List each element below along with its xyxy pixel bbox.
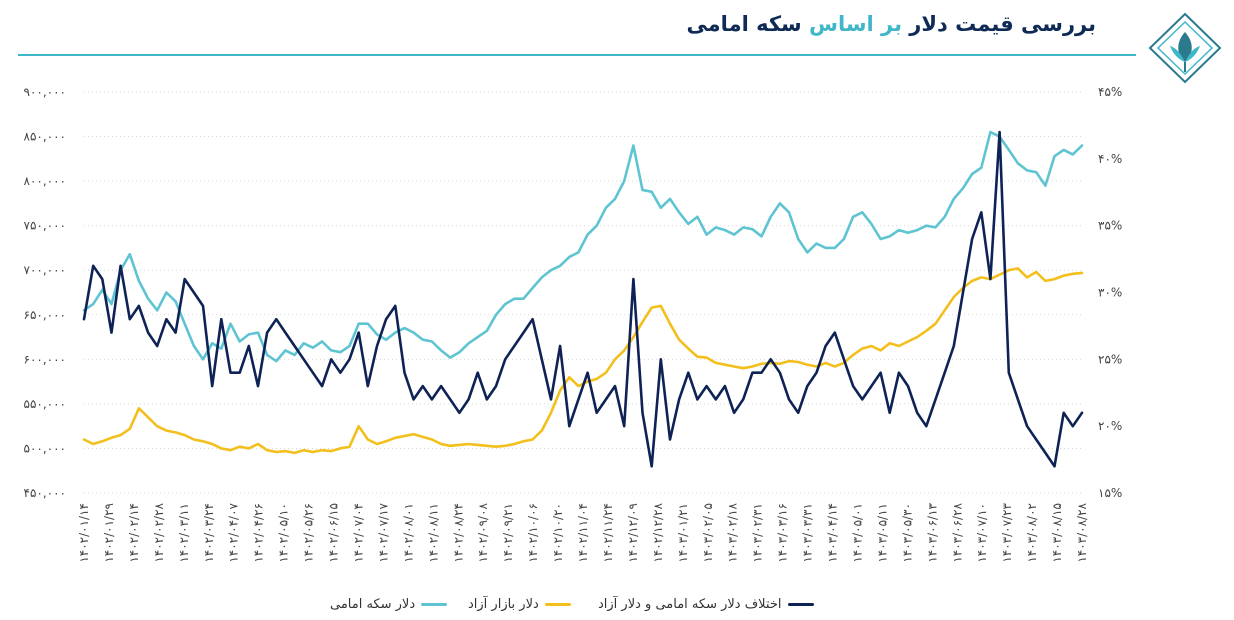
left-axis-tick-label: ۸۰۰,۰۰۰ — [24, 174, 67, 188]
x-axis-tick-label: ۱۴۰۲/۰۹/۰۸ — [476, 502, 490, 562]
x-axis-tick-label: ۱۴۰۳/۰۴/۱۴ — [826, 503, 840, 563]
x-axis-tick-label: ۱۴۰۲/۰۳/۱۱ — [177, 503, 191, 563]
legend-swatch-coin-dollar — [421, 602, 448, 606]
left-axis-tick-label: ۴۵۰,۰۰۰ — [24, 486, 67, 500]
left-axis-ticks: ۴۵۰,۰۰۰ ۵۰۰,۰۰۰ ۵۵۰,۰۰۰ ۶۰۰,۰۰۰ ۶۵۰,۰۰۰ ۷۰۰,۰… — [24, 85, 67, 500]
left-axis-tick-label: ۵۵۰,۰۰۰ — [24, 397, 67, 411]
x-axis-tick-label: ۱۴۰۳/۰۲/۱۸ — [726, 502, 740, 562]
x-axis-tick-label: ۱۴۰۲/۱۲/۲۸ — [651, 502, 665, 562]
x-axis-tick-label: ۱۴۰۲/۰۲/۱۴ — [127, 503, 141, 563]
left-axis-tick-label: ۵۰۰,۰۰۰ — [24, 441, 67, 455]
legend-label-difference: اختلاف دلار سکه امامی و دلار آزاد — [598, 596, 782, 612]
x-axis-tick-label: ۱۴۰۳/۰۳/۱۶ — [776, 503, 790, 563]
left-axis-tick-label: ۹۰۰,۰۰۰ — [24, 85, 67, 99]
x-axis-tick-label: ۱۴۰۲/۰۶/۱۵ — [327, 503, 341, 563]
chart-legend: دلار سکه امامی دلار بازار آزاد اختلاف دل… — [0, 594, 1234, 614]
x-axis-tick-label: ۱۴۰۲/۰۸/۰۱ — [401, 503, 415, 563]
x-axis-tick-label: ۱۴۰۳/۰۲/۳۱ — [751, 503, 765, 563]
x-axis-tick-label: ۱۴۰۲/۰۸/۲۴ — [451, 503, 465, 563]
x-axis-tick-label: ۱۴۰۳/۰۱/۲۱ — [676, 503, 690, 563]
x-axis-tick-label: ۱۴۰۳/۰۶/۲۸ — [950, 502, 964, 562]
x-axis-tick-label: ۱۴۰۳/۰۳/۳۱ — [801, 503, 815, 563]
x-axis-tick-label: ۱۴۰۳/۰۵/۳۰ — [900, 503, 914, 563]
x-axis-tick-label: ۱۴۰۲/۱۰/۲۰ — [551, 503, 565, 563]
right-axis-tick-label: ۲۰% — [1098, 419, 1122, 433]
x-axis-tick-label: ۱۴۰۲/۱۲/۰۹ — [626, 503, 640, 563]
right-axis-ticks: ۱۵% ۲۰% ۲۵% ۳۰% ۳۵% ۴۰% ۴۵% — [1098, 85, 1122, 500]
legend-label-free-dollar: دلار بازار آزاد — [468, 596, 539, 612]
title-part-2: قیمت دلار — [901, 12, 1014, 36]
series-line-free-dollar — [82, 267, 1084, 455]
x-axis-tick-label: ۱۴۰۲/۱۰/۰۶ — [526, 503, 540, 563]
x-axis-tick-label: ۱۴۰۳/۰۸/۲۸ — [1075, 502, 1089, 562]
right-axis-tick-label: ۱۵% — [1098, 486, 1122, 500]
x-axis-tick-label: ۱۴۰۳/۰۲/۰۵ — [701, 503, 715, 563]
left-axis-tick-label: ۶۵۰,۰۰۰ — [24, 308, 67, 322]
chart-header: بررسی قیمت دلار بر اساس سکه امامی — [0, 0, 1234, 84]
x-axis-tick-label: ۱۴۰۳/۰۶/۱۳ — [925, 502, 939, 562]
legend-item-difference: اختلاف دلار سکه امامی و دلار آزاد — [598, 594, 814, 614]
left-axis-tick-label: ۸۵۰,۰۰۰ — [24, 130, 67, 144]
title-part-3: سکه امامی — [686, 12, 809, 36]
title-part-1: بررسی — [1013, 12, 1096, 36]
x-axis-tick-label: ۱۴۰۲/۰۴/۰۷ — [227, 502, 241, 562]
chart-title: بررسی قیمت دلار بر اساس سکه امامی — [686, 12, 1096, 36]
company-logo-icon — [1148, 12, 1222, 84]
x-axis-tick-label: ۱۴۰۳/۰۷/۱۰ — [975, 503, 989, 563]
x-axis-tick-label: ۱۴۰۲/۰۱/۲۹ — [102, 503, 116, 563]
legend-swatch-free-dollar — [544, 602, 571, 606]
legend-swatch-difference — [787, 602, 814, 606]
x-axis-tick-label: ۱۴۰۳/۰۵/۰۱ — [850, 503, 864, 563]
x-axis-tick-label: ۱۴۰۲/۰۵/۱۰ — [277, 503, 291, 563]
x-axis-tick-label: ۱۴۰۳/۰۵/۱۱ — [875, 503, 889, 563]
legend-item-coin-dollar: دلار سکه امامی — [330, 594, 448, 614]
right-axis-tick-label: ۲۵% — [1098, 352, 1122, 366]
series-line-difference — [82, 130, 1084, 468]
line-chart: ۴۵۰,۰۰۰ ۵۰۰,۰۰۰ ۵۵۰,۰۰۰ ۶۰۰,۰۰۰ ۶۵۰,۰۰۰ ۷۰۰,۰… — [24, 85, 1123, 563]
x-axis-tick-label: ۱۴۰۲/۱۱/۲۴ — [601, 503, 615, 563]
x-axis-tick-label: ۱۴۰۲/۰۹/۲۱ — [501, 503, 515, 563]
right-axis-tick-label: ۳۵% — [1098, 219, 1122, 233]
x-axis-tick-label: ۱۴۰۲/۰۱/۱۴ — [77, 503, 91, 563]
x-axis-tick-label: ۱۴۰۲/۰۲/۲۸ — [152, 502, 166, 562]
grid-lines — [84, 91, 1082, 494]
x-axis-tick-label: ۱۴۰۲/۰۵/۲۶ — [302, 503, 316, 563]
right-axis-tick-label: ۳۰% — [1098, 286, 1122, 300]
x-axis-tick-label: ۱۴۰۲/۰۷/۰۴ — [351, 503, 365, 563]
series-line-coin-dollar — [82, 130, 1084, 363]
x-axis-tick-label: ۱۴۰۲/۱۱/۰۴ — [576, 503, 590, 563]
title-accent: بر اساس — [809, 12, 902, 36]
right-axis-tick-label: ۴۵% — [1098, 85, 1122, 99]
x-axis-tick-label: ۱۴۰۲/۰۸/۱۱ — [426, 503, 440, 563]
x-axis-tick-label: ۱۴۰۳/۰۷/۲۳ — [1000, 502, 1014, 562]
x-axis-tick-label: ۱۴۰۳/۰۸/۱۵ — [1050, 503, 1064, 563]
x-axis-ticks: ۱۴۰۲/۰۱/۱۴ ۱۴۰۲/۰۱/۲۹ ۱۴۰۲/۰۲/۱۴ ۱۴۰۲/۰۲/۲۸… — [77, 502, 1089, 562]
left-axis-tick-label: ۶۰۰,۰۰۰ — [24, 352, 67, 366]
legend-label-coin-dollar: دلار سکه امامی — [330, 596, 416, 612]
right-axis-tick-label: ۴۰% — [1098, 152, 1122, 166]
x-axis-tick-label: ۱۴۰۲/۰۴/۲۶ — [252, 503, 266, 563]
left-axis-tick-label: ۷۵۰,۰۰۰ — [24, 219, 67, 233]
x-axis-tick-label: ۱۴۰۲/۰۷/۱۷ — [376, 502, 390, 562]
x-axis-tick-label: ۱۴۰۲/۰۳/۲۴ — [202, 503, 216, 563]
series-lines — [82, 130, 1084, 468]
title-underline — [18, 54, 1136, 56]
x-axis-tick-label: ۱۴۰۳/۰۸/۰۲ — [1025, 503, 1039, 563]
legend-item-free-dollar: دلار بازار آزاد — [468, 594, 571, 614]
left-axis-tick-label: ۷۰۰,۰۰۰ — [24, 263, 67, 277]
